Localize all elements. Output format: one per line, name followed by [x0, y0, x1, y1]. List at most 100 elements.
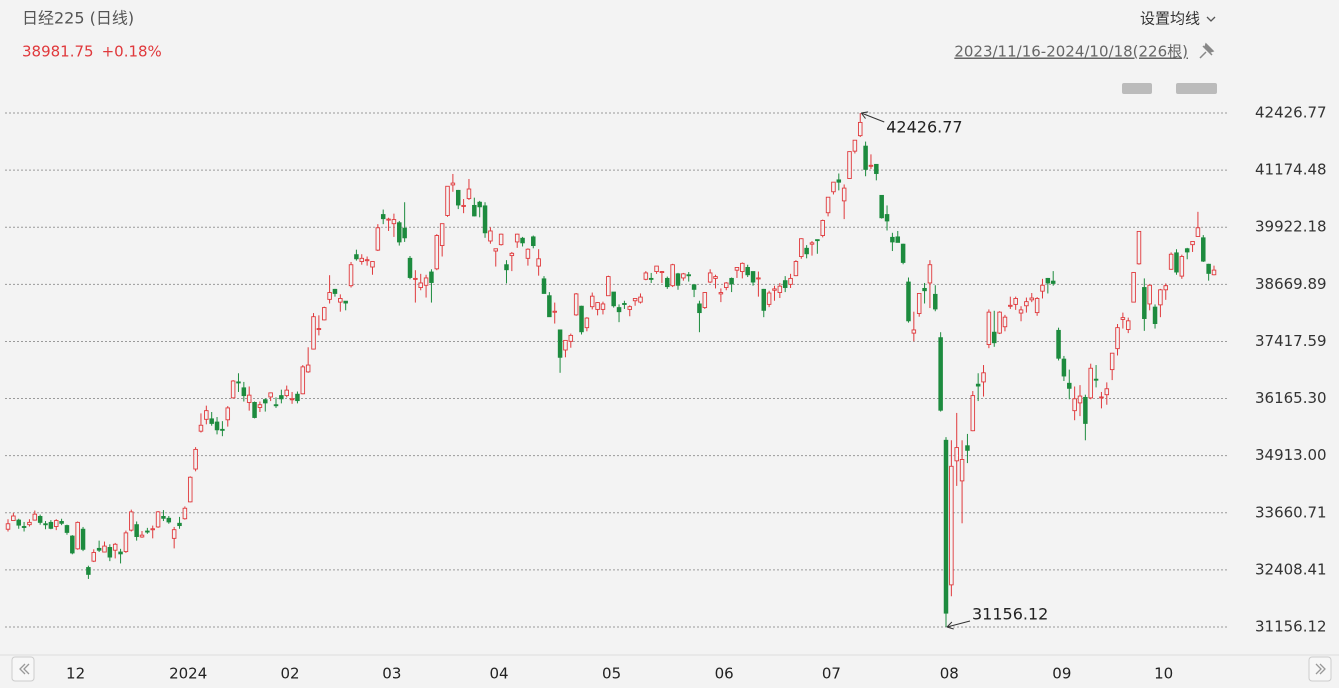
candle-body	[879, 194, 884, 219]
scroll-left-icon[interactable]	[19, 663, 30, 675]
candle-body	[1211, 269, 1217, 276]
x-tick-label: 07	[822, 665, 841, 683]
candle-body	[997, 311, 1002, 334]
candle-body	[295, 393, 300, 402]
candle-body	[316, 328, 322, 331]
candle-body	[161, 516, 166, 519]
candle-body	[1179, 256, 1185, 277]
candle-body	[1067, 382, 1072, 389]
candle-body	[857, 121, 863, 137]
candle-body	[1195, 227, 1201, 237]
candle-body	[1147, 284, 1152, 305]
candle-body	[531, 236, 536, 247]
candle-body	[252, 401, 257, 418]
candle-body	[557, 329, 563, 358]
candle-body	[284, 389, 289, 397]
candle-body	[916, 292, 922, 314]
candle-body	[112, 543, 118, 551]
candle-body	[193, 448, 198, 470]
candle-body	[740, 262, 745, 273]
quote-price: 38981.75	[22, 43, 94, 61]
candle-body	[723, 282, 729, 288]
candle-body	[552, 310, 557, 313]
candle-body	[815, 239, 820, 242]
scroll-right-button[interactable]	[1308, 656, 1332, 682]
candle-body	[1002, 316, 1008, 328]
candle-body	[681, 273, 686, 279]
zoom-icons[interactable]	[1122, 83, 1217, 94]
candle-body	[761, 288, 767, 311]
candle-body	[938, 337, 943, 411]
y-tick-label: 32408.41	[1255, 560, 1327, 578]
candle-body	[975, 383, 981, 387]
candle-body	[756, 277, 761, 280]
x-tick-label: 05	[602, 665, 621, 683]
candle-body	[675, 273, 681, 286]
candle-body	[584, 317, 590, 329]
candle-body	[332, 288, 338, 294]
y-tick-label: 37417.59	[1255, 332, 1327, 350]
candle-body	[488, 230, 493, 242]
candle-body	[155, 511, 161, 528]
candle-body	[279, 395, 284, 400]
candle-body	[16, 519, 21, 526]
candle-body	[568, 334, 574, 342]
candle-body	[884, 214, 890, 222]
candle-body	[1045, 277, 1051, 284]
candle-body	[1056, 329, 1061, 359]
y-tick-label: 34913.00	[1255, 446, 1327, 464]
candle-body	[273, 404, 279, 407]
date-range[interactable]: 2023/11/16-2024/10/18(226根)	[954, 43, 1188, 61]
candle-body	[691, 284, 697, 290]
candle-body	[166, 517, 172, 523]
grid: 31156.12 32408.41 33660.71 34913.00 36165.30…	[5, 104, 1327, 636]
candle-body	[563, 339, 568, 351]
candle-body	[246, 394, 252, 403]
candle-body	[654, 265, 659, 273]
candle-body	[1099, 396, 1104, 399]
candle-body	[648, 277, 654, 280]
scroll-left-button[interactable]	[11, 656, 35, 682]
zoom-out-icon[interactable]	[1122, 83, 1152, 94]
candle-body	[311, 316, 316, 350]
candle-body	[788, 277, 793, 285]
candle-body	[514, 233, 520, 243]
candle-body	[1120, 317, 1126, 320]
dropdown-chevron[interactable]	[1206, 16, 1216, 22]
candle-body	[943, 439, 949, 614]
candle-body	[1050, 280, 1056, 284]
candle-body	[43, 523, 48, 526]
zoom-in-icon[interactable]	[1176, 83, 1217, 94]
candle-body	[927, 264, 933, 284]
candle-body	[782, 280, 788, 288]
candle-body	[954, 447, 959, 462]
candle-body	[734, 267, 740, 271]
candle-body	[1013, 298, 1018, 305]
candle-body	[504, 264, 509, 271]
candle-body	[171, 529, 177, 539]
candle-body	[1109, 352, 1115, 371]
x-tick-label: 03	[382, 665, 401, 683]
candle-body	[686, 274, 691, 277]
candle-body	[96, 547, 102, 551]
pin-icon[interactable]	[1199, 42, 1215, 59]
candle-body	[118, 551, 123, 555]
candle-body	[359, 257, 365, 262]
candle-body	[863, 145, 868, 170]
candle-body	[214, 421, 220, 431]
x-tick-label: 08	[940, 665, 959, 683]
chart-title: 日经225 (日线)	[22, 9, 134, 28]
candle-body	[1093, 378, 1099, 381]
candle-body	[209, 418, 214, 424]
candle-body	[305, 364, 311, 373]
candle-body	[466, 188, 472, 200]
candle-body	[59, 521, 64, 524]
scroll-right-icon[interactable]	[1315, 663, 1326, 675]
candle-body	[874, 163, 879, 174]
candle-body	[80, 528, 86, 550]
candle-body	[139, 534, 145, 538]
ma-settings-button[interactable]: 设置均线	[1140, 10, 1200, 28]
candle-body	[27, 521, 32, 526]
